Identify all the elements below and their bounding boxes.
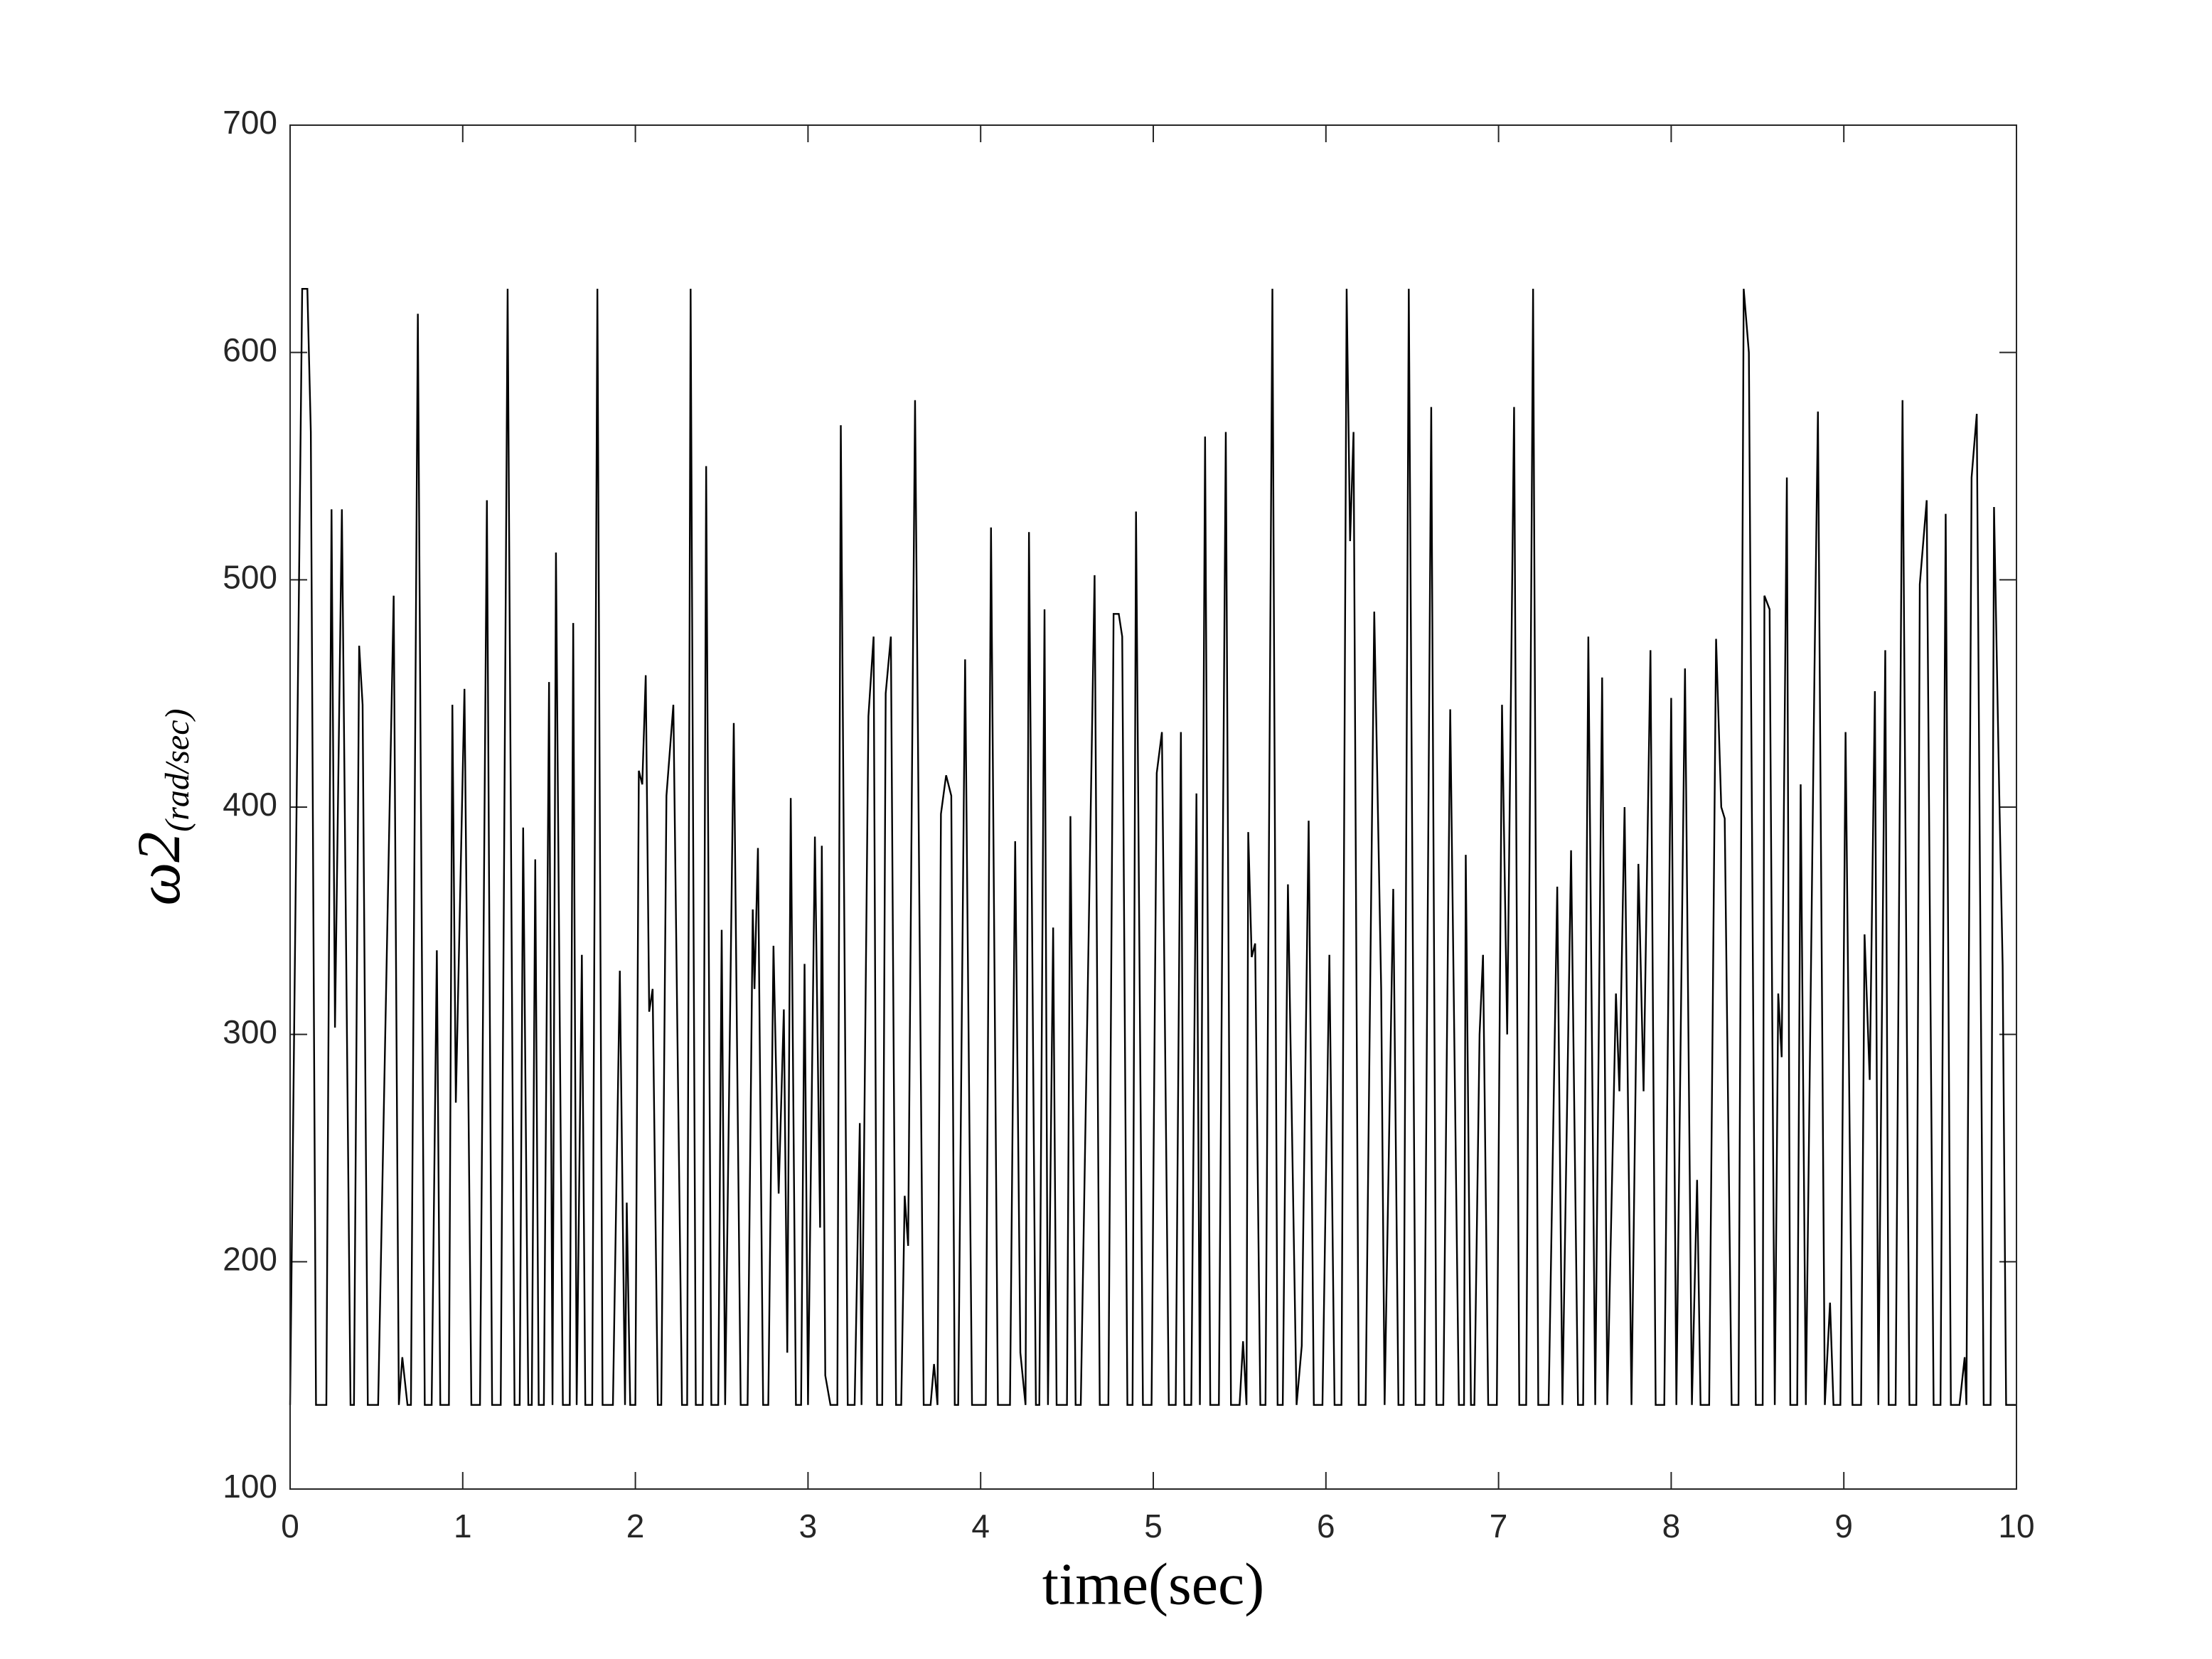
y-tick-label: 200 <box>223 1240 277 1277</box>
y-tick-label: 600 <box>223 331 277 368</box>
y-axis-label: ω2(rad/sec) <box>124 708 196 905</box>
y-tick-label: 300 <box>223 1013 277 1050</box>
x-tick-label: 3 <box>799 1508 818 1545</box>
x-axis-label: time(sec) <box>1042 1551 1265 1617</box>
data-line <box>289 287 2016 1406</box>
y-tick-label: 700 <box>223 104 277 141</box>
y-tick-label: 100 <box>223 1468 277 1505</box>
y-tick-label: 400 <box>223 786 277 823</box>
x-tick-label: 9 <box>1834 1508 1853 1545</box>
x-tick-label: 5 <box>1144 1508 1163 1545</box>
x-tick-label: 7 <box>1490 1508 1508 1545</box>
x-tick-label: 0 <box>281 1508 299 1545</box>
x-tick-label: 1 <box>454 1508 472 1545</box>
y-axis-label-main: ω2 <box>124 832 193 906</box>
x-tick-label: 10 <box>1998 1508 2034 1545</box>
x-tick-label: 2 <box>626 1508 645 1545</box>
x-tick-label: 6 <box>1317 1508 1335 1545</box>
y-axis-label-subscript: (rad/sec) <box>159 708 196 831</box>
x-tick-label: 8 <box>1662 1508 1681 1545</box>
x-tick-label: 4 <box>971 1508 990 1545</box>
y-tick-label: 500 <box>223 558 277 595</box>
plot-frame <box>289 124 2017 1490</box>
